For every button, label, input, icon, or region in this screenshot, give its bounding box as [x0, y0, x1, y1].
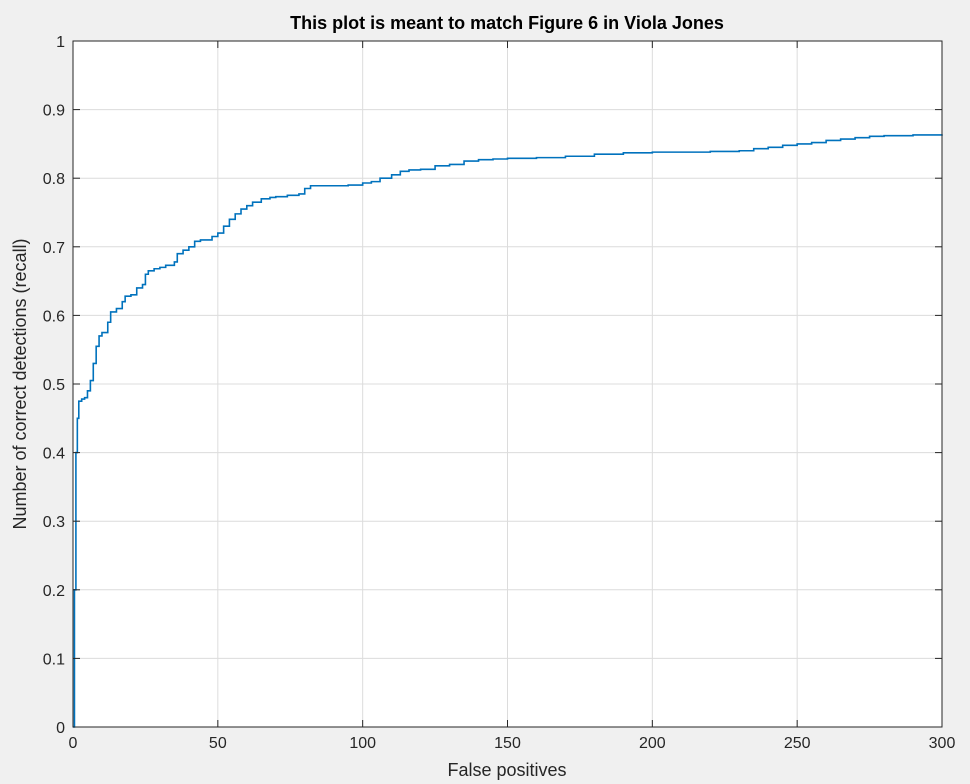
tick-layer — [72, 40, 943, 728]
y-tick-label: 1 — [56, 34, 65, 51]
series-line-0 — [73, 134, 943, 728]
y-axis-label: Number of correct detections (recall) — [10, 238, 30, 529]
x-tick-label: 50 — [209, 735, 227, 752]
tick-label-layer: 0 50 100 150 200 250 300 0 0.1 0.2 0.3 0.4 0.5 0.6 0.7… — [43, 34, 956, 752]
y-tick-label: 0.6 — [43, 308, 65, 325]
y-tick-label: 0.9 — [43, 103, 65, 120]
y-tick-label: 0.8 — [43, 171, 65, 188]
y-tick-label: 0 — [56, 720, 65, 737]
x-tick-label: 250 — [784, 735, 811, 752]
y-tick-label: 0.3 — [43, 514, 65, 531]
y-tick-label: 0.4 — [43, 446, 65, 463]
y-tick-label: 0.5 — [43, 377, 65, 394]
x-tick-label: 0 — [69, 735, 78, 752]
chart-title: This plot is meant to match Figure 6 in … — [290, 13, 724, 33]
series-layer — [73, 134, 943, 728]
y-tick-label: 0.1 — [43, 651, 65, 668]
x-tick-label: 300 — [929, 735, 956, 752]
x-axis-label: False positives — [447, 760, 566, 780]
y-tick-label: 0.7 — [43, 240, 65, 257]
x-tick-label: 100 — [349, 735, 376, 752]
x-tick-label: 200 — [639, 735, 666, 752]
grid-layer — [73, 41, 942, 727]
y-tick-label: 0.2 — [43, 583, 65, 600]
x-tick-label: 150 — [494, 735, 521, 752]
